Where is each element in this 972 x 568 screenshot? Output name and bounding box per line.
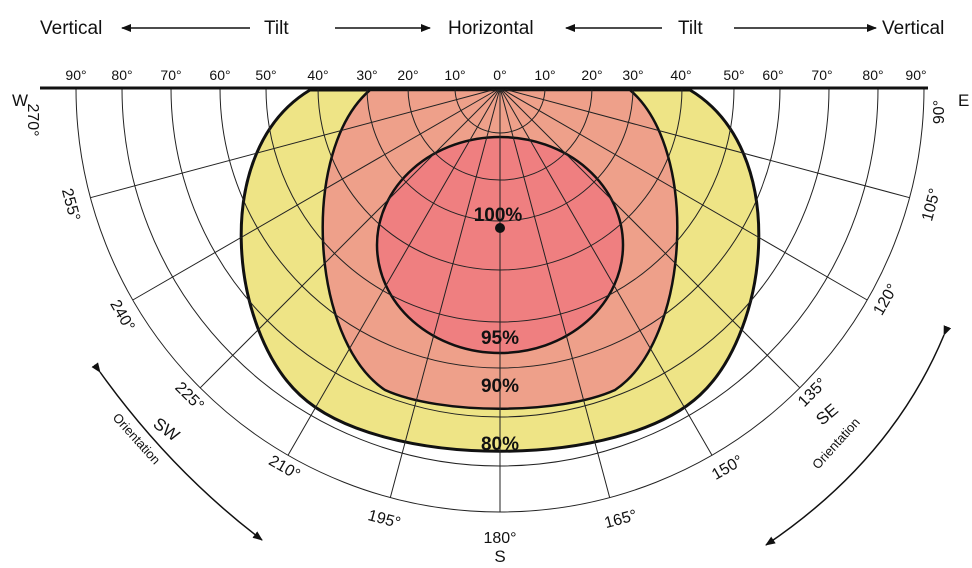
orientation-arrow-right-icon — [765, 325, 952, 546]
compass-west: W — [12, 91, 28, 110]
tilt-tick: 20° — [397, 67, 418, 83]
tilt-tick: 60° — [209, 67, 230, 83]
polar-grid — [75, 87, 925, 513]
tilt-tick: 50° — [723, 67, 744, 83]
tilt-tick: 0° — [493, 67, 506, 83]
zone-label-100: 100% — [474, 205, 523, 226]
tilt-tick: 70° — [811, 67, 832, 83]
azimuth-tick: 105° — [919, 187, 944, 223]
azimuth-tick: 150° — [709, 452, 746, 483]
tilt-tick: 30° — [622, 67, 643, 83]
azimuth-tick: 240° — [106, 297, 137, 334]
header-vertical-left: Vertical — [40, 18, 102, 39]
azimuth-spoke — [499, 87, 868, 301]
compass-southeast: SE — [812, 400, 842, 429]
tilt-tick: 90° — [905, 67, 926, 83]
tilt-tick: 90° — [65, 67, 86, 83]
tilt-tick: 10° — [444, 67, 465, 83]
azimuth-spoke — [132, 87, 501, 301]
azimuth-spoke — [199, 87, 501, 389]
tilt-ticks: 90° 80° 70° 60° 50° 40° 30° 20° 10° 0° 1… — [65, 67, 926, 83]
compass-south: S — [494, 547, 505, 566]
tilt-tick: 70° — [160, 67, 181, 83]
azimuth-tick: 210° — [266, 452, 303, 483]
azimuth-spoke — [499, 87, 611, 498]
tilt-tick: 20° — [581, 67, 602, 83]
zone-label-90: 90% — [481, 376, 519, 397]
tilt-tick: 30° — [356, 67, 377, 83]
header-vertical-right: Vertical — [882, 18, 944, 39]
azimuth-tick: 195° — [366, 507, 402, 532]
tilt-tick: 40° — [307, 67, 328, 83]
header-tilt-left: Tilt — [264, 18, 289, 39]
header-tilt-right: Tilt — [678, 18, 703, 39]
azimuth-tick: 225° — [171, 379, 206, 414]
orientation-label-right: Orientation — [809, 415, 863, 472]
azimuth-spoke — [389, 87, 501, 498]
compass-east: E — [958, 91, 969, 110]
azimuth-tick: 255° — [58, 187, 83, 223]
tilt-tick: 60° — [762, 67, 783, 83]
azimuth-tick: 180° — [483, 530, 516, 547]
azimuth-spoke — [499, 87, 801, 389]
orientation-arrow-left-icon — [91, 362, 263, 541]
azimuth-spoke — [287, 87, 501, 456]
azimuth-tick: 270° — [24, 103, 41, 136]
tilt-tick: 40° — [670, 67, 691, 83]
azimuth-spoke — [499, 87, 910, 199]
tilt-tick: 80° — [111, 67, 132, 83]
header-horizontal: Horizontal — [448, 18, 534, 39]
tilt-tick: 10° — [534, 67, 555, 83]
azimuth-spoke — [90, 87, 501, 199]
header-row: Vertical Tilt Horizontal Tilt Vertical — [40, 18, 944, 39]
zone-label-80: 80% — [481, 434, 519, 455]
azimuth-spoke — [499, 87, 713, 456]
tilt-tick: 50° — [255, 67, 276, 83]
azimuth-tick: 90° — [931, 100, 948, 124]
zone-label-95: 95% — [481, 328, 519, 349]
azimuth-tick: 165° — [603, 507, 639, 532]
optimum-point — [495, 223, 505, 233]
tilt-tick: 80° — [862, 67, 883, 83]
